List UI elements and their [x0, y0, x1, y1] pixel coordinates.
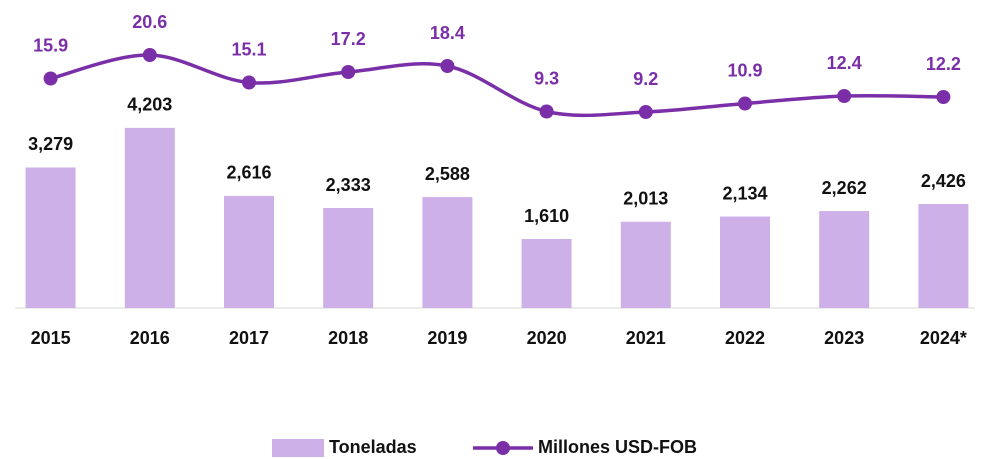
bar-value-label: 2,013: [623, 188, 668, 208]
line-value-label: 9.2: [633, 69, 658, 89]
bar: [620, 221, 671, 308]
line-point: [142, 48, 157, 62]
line-value-label: 15.9: [33, 35, 68, 55]
line-value-label: 15.1: [231, 39, 266, 59]
line-value-label: 18.4: [430, 23, 465, 43]
bar: [819, 211, 870, 308]
x-tick-label: 2024*: [920, 328, 967, 348]
line-point: [936, 90, 951, 104]
line-point: [43, 71, 58, 86]
x-tick-label: 2021: [626, 328, 666, 348]
line-value-label: 12.2: [926, 54, 961, 74]
legend-marker: [496, 441, 510, 455]
bar-value-label: 2,134: [722, 183, 767, 203]
line-point: [539, 104, 554, 119]
bar-value-label: 2,588: [425, 164, 470, 184]
x-tick-label: 2016: [130, 328, 170, 348]
line-point: [837, 89, 852, 103]
bar: [918, 204, 969, 308]
x-tick-label: 2015: [31, 328, 71, 348]
legend-label: Millones USD-FOB: [538, 437, 697, 457]
line-point: [341, 65, 356, 79]
x-tick-label: 2023: [824, 328, 864, 348]
bar: [124, 127, 175, 308]
bar-value-label: 2,616: [226, 163, 271, 183]
line-point: [242, 75, 256, 90]
legend-label: Toneladas: [329, 437, 417, 457]
line: [50, 53, 944, 118]
line-point: [440, 59, 455, 73]
bar: [323, 208, 374, 308]
line-point: [738, 96, 752, 111]
bar-value-label: 4,203: [127, 95, 172, 115]
bar: [25, 167, 76, 308]
bar-value-label: 2,333: [326, 175, 371, 195]
line-point: [638, 105, 653, 119]
x-tick-label: 2019: [427, 328, 467, 348]
x-tick-label: 2022: [725, 328, 765, 348]
legend-swatch: [272, 439, 324, 457]
line-value-label: 17.2: [331, 29, 366, 49]
line-value-label: 20.6: [132, 12, 167, 32]
bar: [720, 216, 770, 308]
line-value-label: 10.9: [727, 60, 762, 80]
line-value-label: 12.4: [827, 53, 862, 73]
bar: [521, 239, 572, 308]
bar-value-label: 1,610: [524, 206, 569, 226]
bar-value-label: 2,262: [822, 178, 867, 198]
x-tick-label: 2020: [527, 328, 567, 348]
bar-value-label: 3,279: [28, 134, 73, 154]
bar: [422, 197, 473, 308]
bar-value-label: 2,426: [921, 171, 966, 191]
x-tick-label: 2017: [229, 328, 269, 348]
bar: [224, 195, 274, 308]
x-tick-label: 2018: [328, 328, 368, 348]
line-value-label: 9.3: [534, 68, 559, 88]
